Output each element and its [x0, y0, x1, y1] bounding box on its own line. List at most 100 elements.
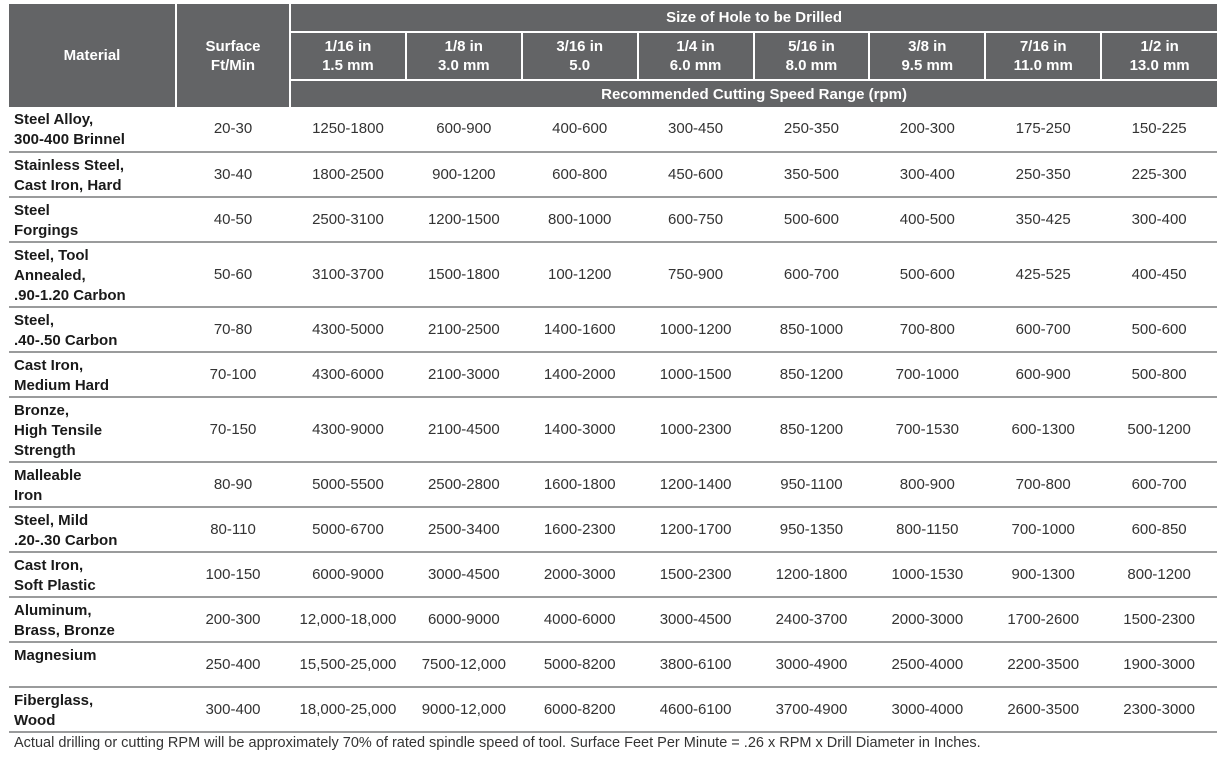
hole-size-col-6: 3/8 in 9.5 mm	[868, 31, 986, 80]
hole-size-metric: 1.5 mm	[322, 57, 374, 74]
rpm-cell: 900-1200	[405, 152, 522, 198]
rpm-cell: 500-600	[1101, 307, 1218, 353]
rpm-cell: 9000-12,000	[405, 687, 522, 733]
table-row: Cast Iron, Soft Plastic 100-150 6000-9000 30…	[9, 552, 1218, 598]
rpm-cell: 800-1150	[869, 507, 986, 553]
rpm-cell: 4300-6000	[290, 352, 406, 398]
rpm-cell: 3000-4500	[405, 552, 522, 598]
rpm-cell: 700-1000	[985, 507, 1102, 553]
hole-size-inch: 1/2 in	[1140, 38, 1179, 55]
surface-speed-cell: 80-110	[176, 507, 290, 553]
material-name-line: Magnesium	[14, 647, 97, 664]
hole-size-row: 1/16 in 1.5 mm 1/8 in 3.0 mm 3/16 in 5.0 1/4 i…	[9, 31, 1218, 80]
material-name-line: Malleable	[14, 467, 82, 484]
hole-size-col-2: 1/8 in 3.0 mm	[404, 31, 522, 80]
rpm-cell: 1600-2300	[521, 507, 638, 553]
rpm-cell: 800-1000	[521, 197, 638, 243]
rpm-cell: 700-800	[985, 462, 1102, 508]
rpm-cell: 600-850	[1101, 507, 1218, 553]
rpm-cell: 2400-3700	[753, 597, 870, 643]
rpm-cell: 250-350	[985, 152, 1102, 198]
material-name-line: Strength	[14, 442, 76, 459]
material-cell: Steel Forgings	[9, 197, 176, 243]
rpm-cell: 2000-3000	[521, 552, 638, 598]
rpm-cell: 800-900	[869, 462, 986, 508]
rpm-cell: 4300-5000	[290, 307, 406, 353]
hole-size-inch: 5/16 in	[788, 38, 835, 55]
rpm-cell: 5000-6700	[290, 507, 406, 553]
material-cell: Bronze, High Tensile Strength	[9, 397, 176, 463]
surface-speed-cell: 250-400	[176, 642, 290, 688]
material-name-line: .90-1.20 Carbon	[14, 287, 126, 304]
hole-size-metric: 5.0	[569, 57, 591, 74]
table-row: Steel, Tool Annealed, .90-1.20 Carbon 50-60…	[9, 242, 1218, 308]
material-cell: Steel Alloy, 300-400 Brinnel	[9, 107, 176, 153]
material-name-line: .40-.50 Carbon	[14, 332, 118, 349]
rpm-cell: 1900-3000	[1101, 642, 1218, 688]
rpm-cell: 225-300	[1101, 152, 1218, 198]
rpm-cell: 1200-1500	[405, 197, 522, 243]
rpm-cell: 1400-3000	[521, 397, 638, 463]
material-cell: Fiberglass, Wood	[9, 687, 176, 733]
material-name-line: Stainless Steel,	[14, 157, 125, 174]
rpm-cell: 18,000-25,000	[290, 687, 406, 733]
hole-size-col-3: 3/16 in 5.0	[520, 31, 638, 80]
surface-header-line2: Ft/Min	[210, 56, 256, 74]
rpm-cell: 2100-4500	[405, 397, 522, 463]
material-name-line: Iron	[14, 487, 43, 504]
rpm-cell: 200-300	[869, 107, 986, 153]
surface-speed-cell: 70-150	[176, 397, 290, 463]
rpm-cell: 3000-4500	[637, 597, 754, 643]
rpm-cell: 600-800	[521, 152, 638, 198]
table-row: Steel, .40-.50 Carbon 70-80 4300-5000 2100-2…	[9, 307, 1218, 353]
rpm-cell: 750-900	[637, 242, 754, 308]
material-name-line: Steel Alloy,	[14, 111, 94, 128]
rpm-cell: 300-450	[637, 107, 754, 153]
table-row: Malleable Iron 80-90 5000-5500 2500-2800 1600…	[9, 462, 1218, 508]
hole-size-inch: 7/16 in	[1019, 38, 1067, 55]
rpm-cell: 400-450	[1101, 242, 1218, 308]
rpm-cell: 950-1100	[753, 462, 870, 508]
material-name-line: Annealed,	[14, 267, 86, 284]
rpm-cell: 500-600	[753, 197, 870, 243]
hole-size-metric: 3.0 mm	[437, 57, 490, 74]
hole-size-inch: 3/16 in	[556, 38, 604, 55]
rpm-cell: 850-1000	[753, 307, 870, 353]
rpm-cell: 2600-3500	[985, 687, 1102, 733]
rpm-cell: 400-600	[521, 107, 638, 153]
speed-range-header: Recommended Cutting Speed Range (rpm)	[290, 79, 1218, 107]
material-name-line: Soft Plastic	[14, 577, 96, 594]
rpm-cell: 1800-2500	[290, 152, 406, 198]
rpm-cell: 3800-6100	[637, 642, 754, 688]
table-row: Bronze, High Tensile Strength 70-150 4300-90…	[9, 397, 1218, 463]
material-name-line: Medium Hard	[14, 377, 110, 394]
rpm-cell: 800-1200	[1101, 552, 1218, 598]
material-name-line: Cast Iron,	[14, 557, 84, 574]
material-name-line: Cast Iron, Hard	[14, 177, 122, 194]
rpm-cell: 1200-1700	[637, 507, 754, 553]
rpm-cell: 6000-9000	[290, 552, 406, 598]
cutting-speed-table: Material Surface Ft/Min Size of Hole to …	[9, 4, 1218, 733]
table-row: Steel Alloy, 300-400 Brinnel 20-30 1250-180…	[9, 107, 1218, 153]
material-cell: Steel, .40-.50 Carbon	[9, 307, 176, 353]
rpm-cell: 4000-6000	[521, 597, 638, 643]
material-name-line: Brass, Bronze	[14, 622, 115, 639]
hole-size-metric: 13.0 mm	[1129, 57, 1190, 74]
hole-size-col-8: 1/2 in 13.0 mm	[1100, 31, 1218, 80]
material-name-line: Forgings	[14, 222, 79, 239]
hole-size-inch: 3/8 in	[908, 38, 947, 55]
rpm-cell: 150-225	[1101, 107, 1218, 153]
rpm-cell: 1250-1800	[290, 107, 406, 153]
rpm-cell: 3100-3700	[290, 242, 406, 308]
material-name-line: .20-.30 Carbon	[14, 532, 118, 549]
surface-speed-cell: 100-150	[176, 552, 290, 598]
hole-size-inch: 1/8 in	[444, 38, 483, 55]
rpm-cell: 300-400	[1101, 197, 1218, 243]
hole-size-metric: 11.0 mm	[1013, 57, 1073, 74]
rpm-cell: 6000-8200	[521, 687, 638, 733]
rpm-cell: 1000-1500	[637, 352, 754, 398]
rpm-cell: 5000-8200	[521, 642, 638, 688]
table-row: Cast Iron, Medium Hard 70-100 4300-6000 2100…	[9, 352, 1218, 398]
surface-header-line1: Surface	[205, 37, 261, 55]
rpm-cell: 3000-4000	[869, 687, 986, 733]
